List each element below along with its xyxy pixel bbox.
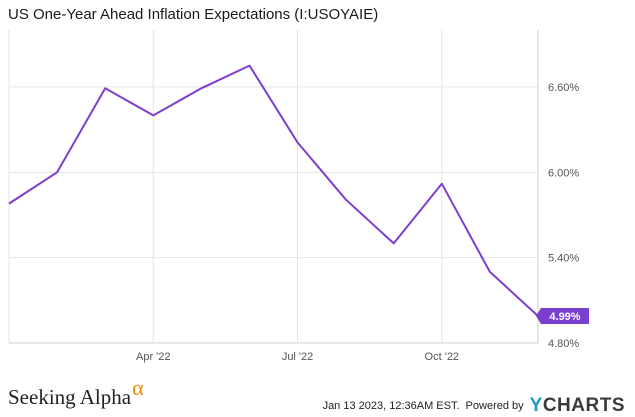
timestamp: Jan 13 2023, 12:36AM EST. [322, 400, 460, 412]
last-value-label: 4.99% [549, 311, 580, 323]
y-tick-label: 6.00% [548, 167, 579, 179]
grid-lines [9, 30, 538, 343]
powered-by-label: Powered by [465, 400, 524, 412]
chart-title: US One-Year Ahead Inflation Expectations… [8, 6, 379, 23]
ycharts-logo: YCHARTS [530, 395, 625, 417]
brand-name: Seeking Alpha [8, 385, 132, 409]
alpha-icon: α [132, 375, 144, 400]
y-tick-label: 5.40% [548, 253, 579, 265]
ycharts-logo-text: CHARTS [542, 395, 625, 416]
series-line [8, 64, 539, 317]
last-value-marker: 4.99% [536, 307, 589, 324]
series-lines [8, 64, 539, 317]
ycharts-logo-y: Y [529, 395, 543, 416]
y-tick-labels: 4.80% 5.40% 6.00% 6.60% [548, 82, 579, 350]
chart-footer: Jan 13 2023, 12:36AM EST. Powered by YCH… [323, 395, 625, 417]
x-tick-label: Jul '22 [282, 351, 313, 363]
axes [8, 30, 539, 344]
x-tick-labels: Apr '22 Jul '22 Oct '22 [136, 351, 459, 363]
y-tick-label: 4.80% [548, 338, 579, 350]
last-value-badge [536, 307, 589, 324]
x-tick-label: Apr '22 [136, 351, 171, 363]
x-tick-label: Oct '22 [425, 351, 460, 363]
y-tick-label: 6.60% [548, 82, 579, 94]
seeking-alpha-logo: Seeking Alphaα [8, 375, 144, 410]
